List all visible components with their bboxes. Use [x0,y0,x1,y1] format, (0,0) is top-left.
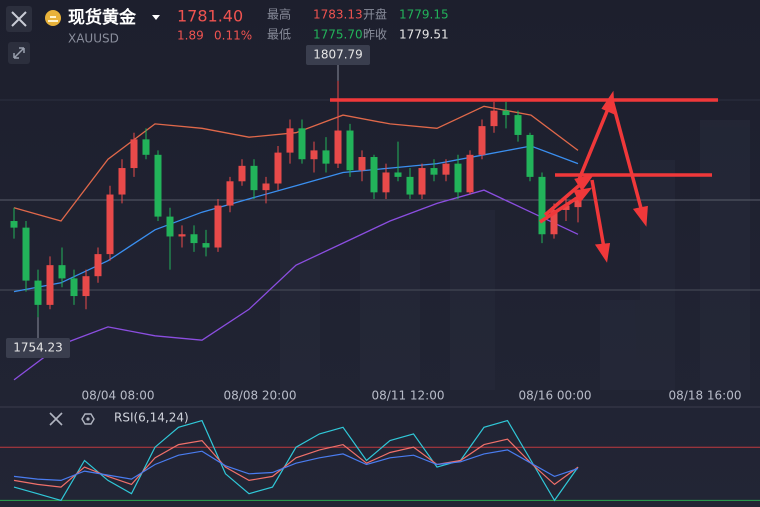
candle-body [154,154,162,217]
candle-body [10,221,18,228]
price-marker-label: 1807.79 [313,48,363,62]
rsi-line [13,419,579,502]
candle-body [190,234,198,244]
x-tick-label: 08/16 00:00 [519,389,592,403]
candle-body [214,205,222,248]
stat-value: 1783.13 [313,8,363,22]
rsi-settings[interactable] [81,413,95,425]
candle-body [538,176,546,235]
candle-body [202,243,210,248]
candle-body [286,128,294,153]
price: 1781.40 [177,7,243,26]
x-tick-label: 08/11 12:00 [372,389,445,403]
candle-body [346,130,354,171]
rsi-title: RSI(6,14,24) [114,411,189,425]
candle-body [358,157,366,171]
candle-body [298,128,306,160]
x-tick-label: 08/04 08:00 [82,389,155,403]
candle-body [514,115,522,135]
candle-body [478,126,486,155]
candle-body [46,265,54,305]
candle-body [58,265,66,279]
indicator-line [13,189,579,381]
stat-value: 1779.15 [399,8,449,22]
candle-body [34,280,42,305]
candle-body [322,150,330,164]
stat-value: 1779.51 [399,28,449,42]
close-button[interactable] [6,6,32,32]
candle-body [238,165,246,182]
candle-body [118,168,126,195]
rsi-line [13,449,579,482]
candle-body [394,172,402,177]
rsi-line [13,438,579,488]
candle-body [526,134,534,177]
candle-body [490,110,498,127]
candle-body [226,181,234,206]
stat-value: 1775.70 [313,28,363,42]
candle-body [574,197,582,208]
change: 1.89 [177,29,204,43]
rsi-close[interactable] [49,412,63,426]
candle-body [70,278,78,297]
candle-body [178,234,186,237]
candle-body [406,176,414,195]
candle-body [370,157,378,193]
stat-label: 昨收 [363,28,387,42]
price-marker [6,338,70,358]
candle-body [502,110,510,116]
user-drawing[interactable] [330,90,718,263]
price-chart [10,80,582,381]
x-tick-label: 08/08 20:00 [224,389,297,403]
candle-body [430,168,438,175]
price-marker [306,45,370,65]
indicator-line [13,105,579,222]
x-tick-label: 08/18 16:00 [669,389,742,403]
rsi-settings-dot [86,417,90,421]
candle-body [382,172,390,193]
rsi-chart [0,419,760,502]
candle-body [334,130,342,164]
candle-body [250,165,258,191]
fullscreen-button[interactable] [8,42,30,64]
candle-body [418,168,426,195]
candle-body [166,216,174,237]
symbol: XAUUSD [68,32,119,46]
stat-label: 最低 [267,28,291,42]
candle-body [94,254,102,277]
stat-label: 开盘 [363,7,387,22]
candle-body [310,150,318,160]
candle-body [82,276,90,297]
candle-body [262,183,270,191]
candle-body [274,152,282,184]
candle-body [466,154,474,193]
candle-body [22,227,30,281]
gold-icon [45,10,61,26]
change-percent: 0.11% [214,29,252,43]
stat-label: 最高 [267,7,291,22]
chart-labels: 1807.79 1754.23 08/04 08:00 08/08 20:00 08/1… [6,45,741,403]
dropdown-arrow[interactable] [152,15,160,20]
candle-body [106,194,114,255]
candle-body [454,163,462,193]
instrument-name[interactable]: 现货黄金 [68,7,137,28]
price-marker-label: 1754.23 [13,341,63,355]
candle-body [142,139,150,155]
candle-body [442,163,450,175]
candle-body [550,209,558,235]
candle-body [562,205,570,210]
candle-body [130,139,138,169]
